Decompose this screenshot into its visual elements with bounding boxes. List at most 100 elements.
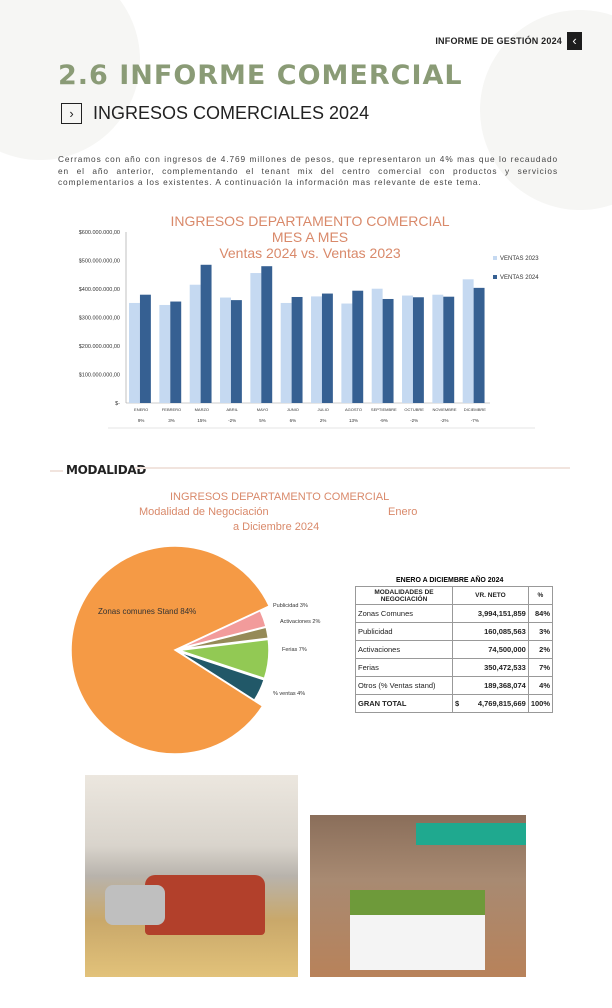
change-label: 15% [197,418,206,423]
modality-name: Zonas Comunes [355,604,453,623]
change-label: 6% [290,418,297,423]
fruit-display [350,890,485,915]
x-tick-label: ENERO [134,407,148,412]
percentage: 84% [527,604,554,623]
bar-ventas-2023 [159,304,171,403]
bar-ventas-2023 [432,294,444,403]
pie-title-line: Modalidad de Negociación [139,506,269,518]
net-value: 3,994,151,859 [452,604,529,623]
bar-ventas-2024 [352,290,364,403]
bar-ventas-2023 [220,297,231,403]
table-header-row: MODALIDADES DE NEGOCIACIÓN VR. NETO % [355,586,554,605]
stand-counter [350,915,485,970]
bar-ventas-2023 [250,273,262,403]
photo-car-exhibition [85,775,298,977]
bar-chart-title-line: INGRESOS DEPARTAMENTO COMERCIAL [170,213,450,229]
y-tick-label: $300.000.000,00 [79,316,120,322]
y-tick-label: $- [115,401,120,407]
percentage: 2% [527,640,554,659]
y-tick-label: $400.000.000,00 [79,287,120,293]
percentage: 4% [527,676,554,695]
change-label: 9% [138,418,145,423]
bar-chart: $- $100.000.000,00 $200.000.000,00 $300.000… [79,230,535,429]
modality-name: Ferias [355,658,453,677]
bar-ventas-2024 [291,296,303,403]
change-label: 2% [320,418,327,423]
bar-chart-title: INGRESOS DEPARTAMENTO COMERCIAL MES A ME… [150,213,470,261]
net-value: 160,085,563 [452,622,529,641]
modality-name: Otros (% Ventas stand) [355,676,453,695]
table-row: Ferias 350,472,533 7% [355,658,554,677]
x-tick-label: OCTUBRE [404,407,424,412]
bar-ventas-2024 [139,294,151,403]
photo-fruit-stand [310,815,526,977]
x-tick-label: FEBRERO [162,407,181,412]
divider [50,470,63,472]
bar-ventas-2023 [402,295,413,403]
chevron-left-icon[interactable]: ‹ [567,32,582,50]
change-label: 3% [168,418,175,423]
pie-slice-label: % ventas 4% [273,691,305,697]
modalidad-heading: MODALIDAD [66,463,147,477]
car-shape [145,875,265,935]
change-label: 13% [349,418,358,423]
bar-ventas-2024 [170,301,182,403]
store-sign [416,823,526,845]
pie-title-line: Enero [388,506,418,518]
total-label: GRAN TOTAL [355,694,453,713]
pie-title-line: INGRESOS DEPARTAMENTO COMERCIAL [170,491,390,503]
table-row: Publicidad 160,085,563 3% [355,622,554,641]
bar-chart-title-line: Ventas 2024 vs. Ventas 2023 [219,245,401,261]
net-value: 189,368,074 [452,676,529,695]
report-label: INFORME DE GESTIÓN 2024 [435,36,562,46]
change-label: 5% [259,418,266,423]
x-tick-label: MARZO [195,407,209,412]
legend-swatch [493,256,497,260]
x-tick-label: JUNIO [287,407,299,412]
bar-ventas-2023 [371,288,383,403]
pie-title-line: a Diciembre 2024 [233,521,320,533]
change-label: -2% [410,418,418,423]
chevron-right-icon: › [61,103,82,124]
pie-slice-label: Activaciones 2% [280,619,320,625]
bar-ventas-2023 [341,303,353,403]
bar-ventas-2024 [473,287,485,403]
pie-chart: Publicidad 3% Activaciones 2% Ferias 7% % v… [70,545,320,755]
table-row: Zonas Comunes 3,994,151,859 84% [355,604,554,623]
bar-ventas-2024 [382,298,394,403]
divider [135,467,570,469]
table-header: % [527,586,554,605]
legend-item-2023: VENTAS 2023 [493,256,539,262]
table-header: VR. NETO [452,586,529,605]
percentage: 3% [527,622,554,641]
bar-ventas-2023 [189,284,201,403]
subsection-title: INGRESOS COMERCIALES 2024 [93,103,370,123]
x-tick-label: ABRIL [226,407,238,412]
bar-ventas-2024 [443,296,455,403]
pie-slice [178,626,270,651]
x-tick-label: DICIEMBRE [464,407,487,412]
car-shape [105,885,165,925]
table-row: Otros (% Ventas stand) 189,368,074 4% [355,676,554,695]
modalidades-table: MODALIDADES DE NEGOCIACIÓN VR. NETO % Zo… [355,586,554,713]
total-currency: $ [452,694,465,713]
legend-label: VENTAS 2023 [500,256,539,262]
bar-ventas-2024 [412,297,424,403]
bar-chart-title-line: MES A MES [271,229,349,245]
pie-slice-label: Publicidad 3% [273,603,308,609]
total-pct: 100% [527,694,554,713]
modality-name: Activaciones [355,640,453,659]
x-tick-label: MAYO [257,407,268,412]
bar-ventas-2024 [230,300,242,403]
legend-label: VENTAS 2024 [500,275,539,281]
bar-ventas-2023 [462,279,474,403]
table-row: Activaciones 74,500,000 2% [355,640,554,659]
total-value: 4,769,815,669 [465,694,529,713]
table-header: MODALIDADES DE NEGOCIACIÓN [355,586,453,605]
net-value: 74,500,000 [452,640,529,659]
x-tick-label: NOVIEMBRE [432,407,456,412]
y-tick-label: $100.000.000,00 [79,373,120,379]
legend-item-2024: VENTAS 2024 [493,275,539,281]
y-tick-label: $600.000.000,00 [79,230,120,236]
percentage: 7% [527,658,554,677]
